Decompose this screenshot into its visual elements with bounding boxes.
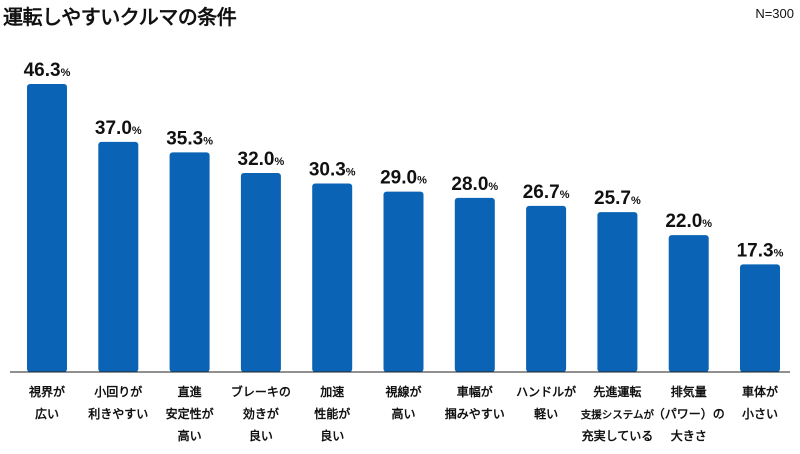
category-label-2-line-1: 安定性が [166, 406, 214, 421]
value-label-4: 30.3% [309, 160, 356, 181]
bar-2 [169, 152, 210, 372]
bar-3 [240, 172, 281, 372]
value-label-9: 22.0% [665, 211, 712, 232]
chart-title: 運転しやすいクルマの条件 [3, 5, 237, 29]
category-label-5-line-0: 視線が [384, 384, 421, 399]
category-label-0-line-1: 広い [35, 406, 59, 421]
bar-6 [454, 197, 495, 372]
value-label-2: 35.3% [166, 128, 213, 149]
category-label-6-line-0: 車幅が [457, 384, 493, 399]
bar-9 [668, 235, 709, 372]
value-label-6: 28.0% [451, 174, 498, 195]
category-label-4-line-2: 良い [320, 428, 344, 443]
category-label-0-line-0: 視界が [28, 384, 65, 399]
value-label-1: 37.0% [95, 118, 142, 139]
category-label-1-line-1: 利きやすい [88, 406, 148, 421]
category-label-10-line-1: 小さい [742, 406, 778, 421]
sample-size-note: N=300 [755, 6, 794, 21]
bar-1 [98, 141, 139, 372]
category-label-8-line-1: 支援システムが [580, 408, 655, 421]
category-label-4-line-0: 加速 [319, 384, 344, 399]
bar-7 [526, 205, 567, 372]
value-label-10: 17.3% [737, 240, 784, 261]
category-label-1-line-0: 小回りが [94, 384, 142, 399]
value-label-0: 46.3% [24, 60, 71, 81]
value-label-7: 26.7% [523, 182, 570, 203]
category-label-4-line-1: 性能が [313, 406, 350, 421]
category-label-7-line-0: ハンドルが [516, 384, 576, 399]
category-label-9-line-2: 大きさ [671, 428, 707, 443]
category-label-10-line-0: 車体が [742, 384, 778, 399]
value-label-5: 29.0% [380, 168, 427, 189]
category-label-3-line-0: ブレーキの [231, 384, 291, 399]
category-label-9-line-1: （パワー）の [653, 406, 725, 421]
category-label-2-line-2: 高い [178, 428, 202, 443]
bar-8 [597, 212, 638, 372]
category-label-3-line-2: 良い [249, 428, 273, 443]
value-label-3: 32.0% [238, 149, 285, 170]
bar-0 [27, 84, 67, 372]
category-label-8-line-0: 先進運転 [593, 384, 641, 399]
category-label-9-line-0: 排気量 [671, 384, 707, 399]
bar-5 [383, 191, 424, 372]
value-label-8: 25.7% [594, 188, 641, 209]
category-label-8-line-2: 充実している [582, 428, 654, 443]
category-label-2-line-0: 直進 [178, 384, 203, 399]
category-label-5-line-1: 高い [391, 406, 415, 421]
category-label-3-line-1: 効きが [243, 406, 279, 421]
category-label-7-line-1: 軽い [534, 406, 558, 421]
category-label-6-line-1: 掴みやすい [445, 406, 505, 421]
bar-10 [740, 264, 780, 372]
bar-4 [312, 183, 353, 372]
